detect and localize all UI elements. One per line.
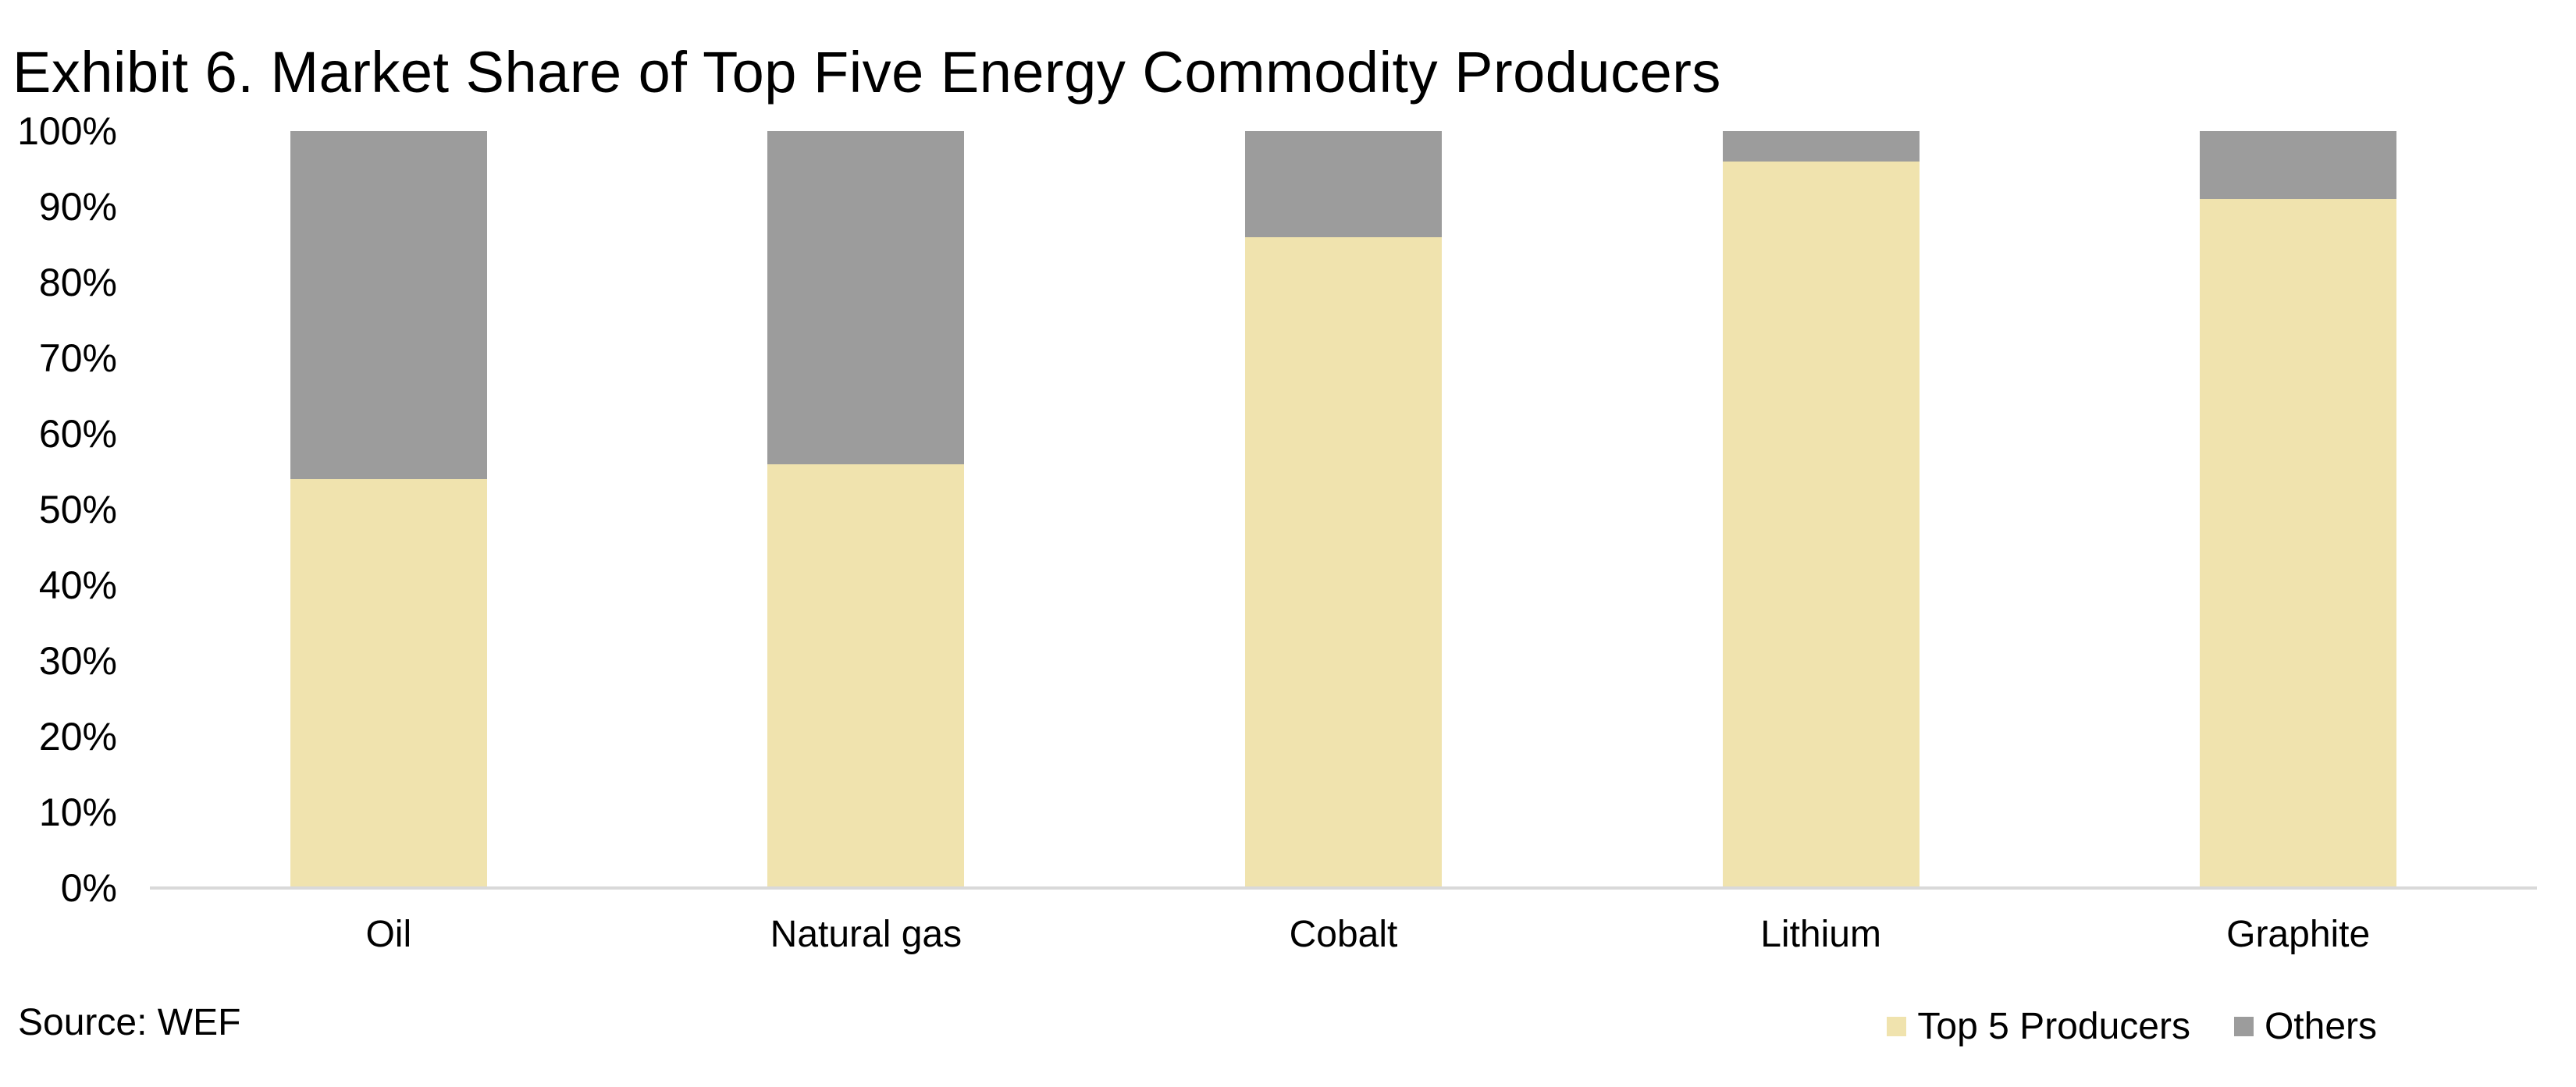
source-note: Source: WEF [18,1002,241,1043]
x-axis-line [150,886,2537,890]
bar-natural-gas [767,131,965,888]
x-axis-labels: Oil Natural gas Cobalt Lithium Graphite [150,913,2537,956]
legend-swatch-others [2233,1017,2254,1036]
y-tick-label: 60% [38,412,117,456]
legend-label-others: Others [2264,1006,2377,1047]
segment-others-cobalt [1245,131,1442,237]
y-tick-label: 70% [38,336,117,380]
legend-item-others: Others [2233,1005,2377,1048]
plot-area [150,131,2537,888]
bar-graphite [2200,131,2397,888]
segment-others-oil [290,131,487,480]
y-tick-label: 80% [38,261,117,304]
x-category-label-cobalt: Cobalt [1289,914,1398,955]
segment-others-natural-gas [767,131,965,464]
segment-top-5-producers-graphite [2200,199,2397,888]
segment-others-lithium [1722,131,1920,162]
segment-top-5-producers-cobalt [1245,236,1442,888]
bar-slot [150,131,628,888]
legend: Top 5 Producers Others [1887,1005,2377,1048]
segment-others-graphite [2200,131,2397,200]
y-tick-label: 20% [38,715,117,758]
y-tick-label: 100% [17,109,117,153]
bar-lithium [1722,131,1920,888]
legend-label-top-5-producers: Top 5 Producers [1917,1006,2190,1047]
bar-slot [2059,131,2537,888]
bar-cobalt [1245,131,1442,888]
legend-item-top-5-producers: Top 5 Producers [1887,1005,2190,1048]
segment-top-5-producers-lithium [1722,161,1920,888]
y-tick-label: 30% [38,639,117,683]
x-category-label-lithium: Lithium [1760,914,1881,955]
y-tick-label: 40% [38,563,117,607]
chart-title: Exhibit 6. Market Share of Top Five Ener… [12,40,1721,105]
segment-top-5-producers-natural-gas [767,464,965,888]
bar-slot [1105,131,1582,888]
x-category-label-graphite: Graphite [2226,914,2371,955]
bar-slot [628,131,1105,888]
segment-top-5-producers-oil [290,479,487,888]
bar-oil [290,131,487,888]
y-tick-label: 90% [38,185,117,229]
x-category-label-natural-gas: Natural gas [770,914,962,955]
y-tick-label: 50% [38,488,117,531]
y-tick-label: 0% [60,866,117,910]
legend-swatch-top-5-producers [1887,1017,1907,1036]
y-axis: 100% 90% 80% 70% 60% 50% 40% 30% 20% 10% 0% [0,112,117,908]
x-category-label-oil: Oil [365,914,412,955]
y-tick-label: 10% [38,790,117,834]
bar-slot [1582,131,2060,888]
